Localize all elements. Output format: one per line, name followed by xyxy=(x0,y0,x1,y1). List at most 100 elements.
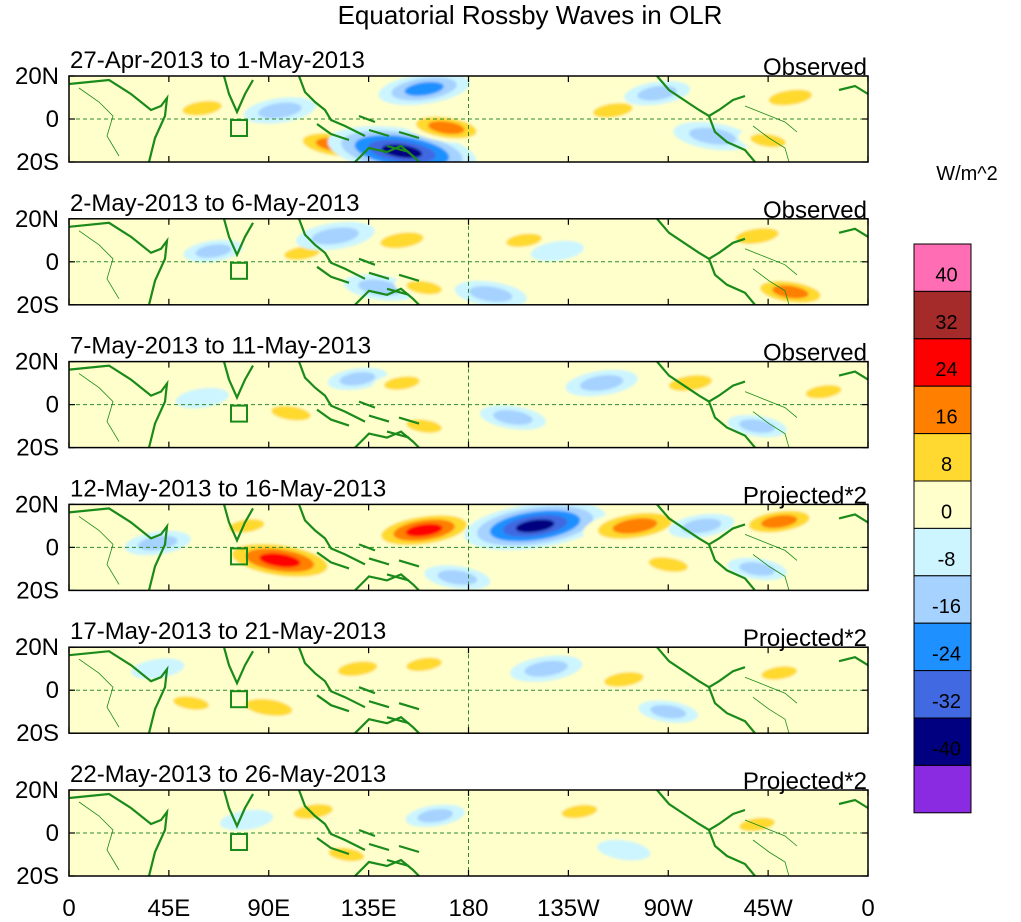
y-tick-label: 20S xyxy=(16,863,59,890)
anomaly-contour xyxy=(469,286,513,302)
anomaly-contour xyxy=(175,387,229,409)
y-tick-label: 0 xyxy=(46,106,59,133)
x-axis: 0 45E 90E 135E 180 135W 90W 45W 0 xyxy=(62,895,874,922)
y-tick-label: 0 xyxy=(46,392,59,419)
anomaly-contour xyxy=(182,100,222,116)
panel-type-label: Projected*2 xyxy=(743,768,867,795)
y-tick-label: 0 xyxy=(46,820,59,847)
coastlines xyxy=(69,218,868,305)
anomaly-contour xyxy=(612,518,658,534)
colorbar-label: 40 xyxy=(935,264,957,286)
panel: 27-Apr-2013 to 1-May-2013 Observed 20N 0 20S xyxy=(15,47,869,176)
panel-type-label: Observed xyxy=(763,197,867,224)
y-tick-label: 20S xyxy=(16,435,59,462)
colorbar-swatch xyxy=(913,290,972,340)
panels: 27-Apr-2013 to 1-May-2013 Observed 20N 0 20S… xyxy=(15,47,869,890)
panel-date-range: 7-May-2013 to 11-May-2013 xyxy=(70,333,371,360)
anomaly-contour xyxy=(637,85,677,101)
anomaly-contour xyxy=(750,133,786,148)
anomaly-contour xyxy=(735,228,779,244)
panel: 22-May-2013 to 26-May-2013 Projected*2 20N… xyxy=(15,761,869,890)
x-tick-label: 135W xyxy=(537,895,600,922)
anomaly-contour xyxy=(339,372,376,386)
anomaly-contour xyxy=(404,81,444,96)
colorbar-label: -32 xyxy=(932,691,961,713)
anomaly-contour xyxy=(650,704,687,719)
anomaly-contour xyxy=(761,666,798,680)
anomaly-field xyxy=(124,504,822,590)
anomaly-contour xyxy=(668,375,713,392)
colorbar-label: 0 xyxy=(941,501,952,523)
panel: 12-May-2013 to 16-May-2013 Projected*2 20N… xyxy=(15,475,869,604)
panel-date-range: 2-May-2013 to 6-May-2013 xyxy=(70,190,359,217)
colorbar-swatch xyxy=(913,670,972,719)
panel-date-range: 12-May-2013 to 16-May-2013 xyxy=(70,475,386,502)
panel: 17-May-2013 to 21-May-2013 Projected*2 20N… xyxy=(15,618,869,747)
anomaly-contour xyxy=(739,419,775,433)
anomaly-contour xyxy=(524,660,568,677)
anomaly-field xyxy=(175,367,854,438)
anomaly-contour xyxy=(648,557,688,572)
y-tick-label: 20N xyxy=(15,349,59,376)
anomaly-contour xyxy=(337,661,378,677)
anomaly-contour xyxy=(245,698,293,716)
panel: 2-May-2013 to 6-May-2013 Observed 20N 0 20S xyxy=(15,190,869,319)
y-tick-label: 20S xyxy=(16,720,59,747)
anomaly-contour xyxy=(506,233,542,248)
anomaly-contour xyxy=(515,519,555,533)
anomaly-contour xyxy=(597,839,651,861)
anomaly-contour xyxy=(138,535,178,551)
anomaly-contour xyxy=(561,804,598,819)
x-tick-label: 135E xyxy=(341,895,397,922)
anomaly-contour xyxy=(761,515,798,529)
anomaly-contour xyxy=(380,232,424,249)
x-tick-label: 90E xyxy=(247,895,290,922)
panel-type-label: Projected*2 xyxy=(743,625,867,652)
colorbar-swatch xyxy=(913,480,972,529)
anomaly-contour xyxy=(580,375,624,392)
anomaly-contour xyxy=(406,657,442,672)
panel-date-range: 27-Apr-2013 to 1-May-2013 xyxy=(70,47,365,74)
colorbar-label: -24 xyxy=(932,644,961,666)
anomaly-contour xyxy=(175,831,229,852)
anomaly-contour xyxy=(604,672,644,687)
y-tick-label: 20N xyxy=(15,634,59,661)
anomaly-contour xyxy=(311,227,359,245)
colorbar-swatch xyxy=(913,622,972,672)
x-tick-label: 45W xyxy=(743,895,793,922)
anomaly-contour xyxy=(406,280,442,295)
anomaly-contour xyxy=(681,518,722,534)
y-tick-label: 20N xyxy=(15,206,59,233)
y-tick-label: 20S xyxy=(16,292,59,319)
colorbar-units: W/m^2 xyxy=(936,163,998,185)
x-tick-label: 0 xyxy=(62,895,75,922)
anomaly-contour xyxy=(131,658,185,679)
colorbar-swatch xyxy=(913,575,972,624)
y-tick-label: 0 xyxy=(46,677,59,704)
anomaly-contour xyxy=(437,570,478,585)
y-tick-label: 20S xyxy=(16,149,59,176)
x-tick-label: 0 xyxy=(861,895,874,922)
anomaly-contour xyxy=(530,240,584,262)
colorbar-label: 16 xyxy=(935,407,957,429)
anomaly-field xyxy=(183,221,833,305)
anomaly-contour xyxy=(493,410,533,425)
anomaly-contour xyxy=(768,89,812,106)
coastlines xyxy=(69,647,868,734)
colorbar-label: 32 xyxy=(935,312,957,334)
coastlines xyxy=(69,76,868,162)
colorbar-swatch xyxy=(913,338,972,387)
x-tick-label: 180 xyxy=(448,895,488,922)
colorbar-swatch xyxy=(913,764,972,814)
anomaly-contour xyxy=(293,804,333,819)
colorbar: 40 32 24 16 8 0 -8 -16 -24 -32 -40 xyxy=(913,243,972,814)
y-tick-label: 20N xyxy=(15,63,59,90)
panel-type-label: Observed xyxy=(763,340,867,367)
y-tick-label: 0 xyxy=(46,534,59,561)
anomaly-contour xyxy=(284,246,320,260)
y-tick-label: 20N xyxy=(15,777,59,804)
coastlines xyxy=(69,504,868,591)
colorbar-label: -16 xyxy=(932,596,961,618)
coastlines xyxy=(69,361,868,448)
